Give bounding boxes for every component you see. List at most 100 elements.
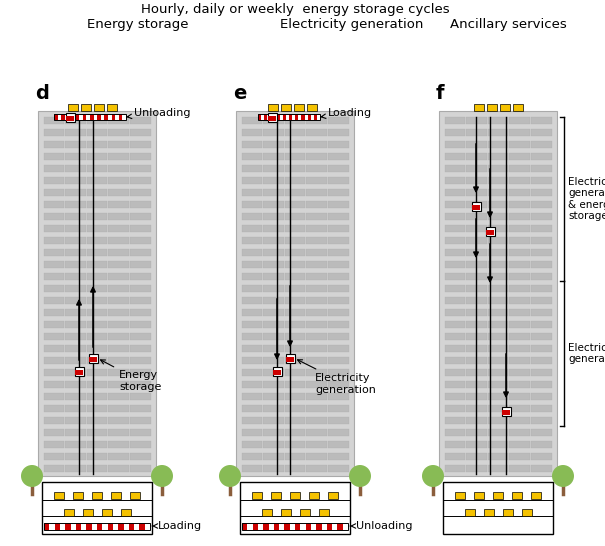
Text: Unloading: Unloading bbox=[127, 108, 191, 118]
Bar bbox=[108, 523, 113, 530]
Bar bbox=[263, 189, 284, 196]
Bar bbox=[38, 111, 156, 476]
Bar bbox=[488, 381, 508, 388]
Bar bbox=[65, 405, 86, 412]
Bar bbox=[87, 153, 107, 160]
Bar bbox=[445, 309, 465, 316]
Bar bbox=[509, 225, 530, 232]
Bar bbox=[44, 177, 64, 184]
Bar bbox=[285, 309, 306, 316]
Bar bbox=[111, 114, 115, 120]
Bar bbox=[54, 523, 60, 530]
Bar bbox=[328, 321, 348, 328]
Bar bbox=[108, 321, 129, 328]
Bar bbox=[87, 357, 107, 364]
Bar bbox=[44, 369, 64, 376]
Bar bbox=[123, 523, 129, 530]
Bar bbox=[306, 141, 327, 148]
Bar bbox=[466, 369, 486, 376]
Bar bbox=[130, 345, 151, 352]
Bar bbox=[531, 417, 552, 424]
Bar bbox=[130, 225, 151, 232]
Bar bbox=[509, 261, 530, 268]
Text: Hourly, daily or weekly  energy storage cycles: Hourly, daily or weekly energy storage c… bbox=[141, 3, 450, 16]
Bar bbox=[54, 114, 126, 120]
Bar bbox=[130, 405, 151, 412]
Bar bbox=[488, 153, 508, 160]
Bar bbox=[263, 153, 284, 160]
Text: Energy storage: Energy storage bbox=[87, 18, 189, 31]
Bar bbox=[328, 309, 348, 316]
Bar bbox=[285, 453, 306, 460]
Bar bbox=[241, 441, 262, 448]
Bar bbox=[307, 104, 316, 111]
Bar bbox=[87, 201, 107, 208]
Bar bbox=[263, 345, 284, 352]
Bar bbox=[466, 357, 486, 364]
Bar bbox=[328, 237, 348, 244]
Bar bbox=[241, 369, 262, 376]
Text: d: d bbox=[35, 84, 49, 103]
Bar bbox=[263, 417, 284, 424]
Bar bbox=[502, 407, 511, 416]
Bar bbox=[263, 165, 284, 172]
Bar bbox=[328, 225, 348, 232]
Bar bbox=[65, 285, 86, 292]
Bar bbox=[108, 393, 129, 400]
Bar bbox=[68, 114, 72, 120]
Bar bbox=[286, 114, 289, 120]
Bar bbox=[263, 357, 284, 364]
Bar bbox=[241, 429, 262, 436]
Bar bbox=[75, 370, 83, 375]
Bar bbox=[445, 405, 465, 412]
Bar bbox=[65, 309, 86, 316]
Bar bbox=[445, 333, 465, 340]
Bar bbox=[474, 491, 484, 498]
Bar bbox=[306, 369, 327, 376]
Bar bbox=[81, 523, 87, 530]
Bar bbox=[44, 213, 64, 220]
Bar bbox=[88, 353, 97, 363]
Bar bbox=[285, 405, 306, 412]
Bar bbox=[488, 405, 508, 412]
Bar bbox=[466, 393, 486, 400]
Bar bbox=[531, 153, 552, 160]
Bar bbox=[285, 225, 306, 232]
Bar bbox=[328, 393, 348, 400]
Bar bbox=[328, 369, 348, 376]
Bar bbox=[509, 153, 530, 160]
Bar bbox=[474, 104, 483, 111]
Bar bbox=[108, 114, 111, 120]
Bar bbox=[328, 381, 348, 388]
Bar bbox=[241, 453, 262, 460]
Bar bbox=[488, 345, 508, 352]
Bar bbox=[263, 273, 284, 280]
Bar bbox=[509, 297, 530, 304]
Bar bbox=[108, 249, 129, 256]
Bar bbox=[531, 165, 552, 172]
Bar bbox=[130, 153, 151, 160]
Bar bbox=[445, 189, 465, 196]
Bar bbox=[328, 201, 348, 208]
Bar bbox=[466, 321, 486, 328]
Bar bbox=[488, 225, 508, 232]
Bar bbox=[466, 273, 486, 280]
Bar bbox=[87, 453, 107, 460]
Bar bbox=[466, 453, 486, 460]
Bar bbox=[466, 177, 486, 184]
Bar bbox=[241, 273, 262, 280]
Bar bbox=[130, 237, 151, 244]
Bar bbox=[509, 237, 530, 244]
Bar bbox=[130, 393, 151, 400]
Bar bbox=[488, 321, 508, 328]
Bar bbox=[306, 345, 327, 352]
Bar bbox=[263, 465, 284, 472]
Bar bbox=[466, 333, 486, 340]
Bar bbox=[531, 357, 552, 364]
Bar bbox=[531, 213, 552, 220]
Bar bbox=[44, 523, 49, 530]
Bar bbox=[64, 509, 73, 516]
Bar bbox=[509, 369, 530, 376]
Bar bbox=[82, 509, 93, 516]
Bar bbox=[483, 509, 494, 516]
